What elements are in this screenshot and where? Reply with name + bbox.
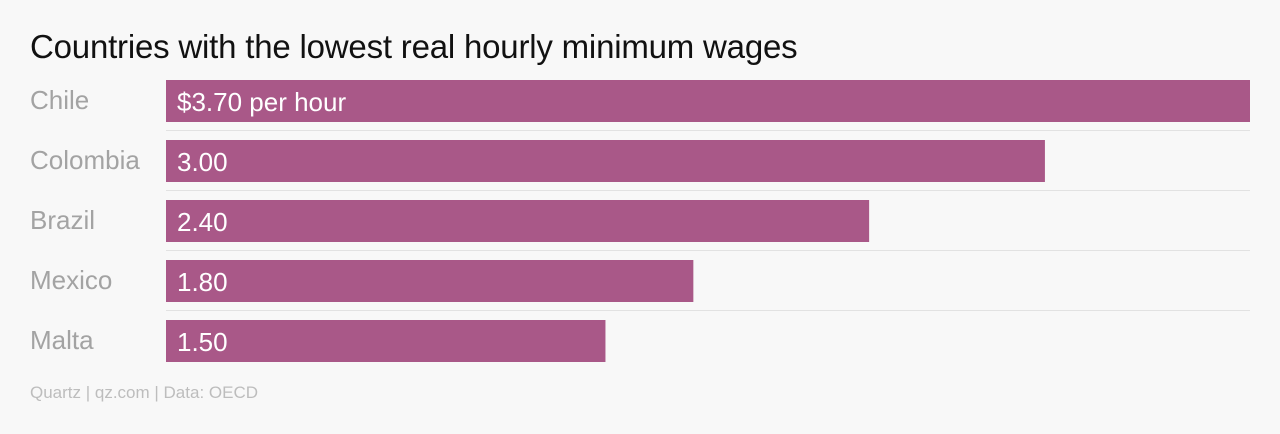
bar-value-label: 1.50 [177,327,228,357]
chart-title: Countries with the lowest real hourly mi… [30,28,798,65]
bar-value-label: 3.00 [177,147,228,177]
category-label: Brazil [30,205,95,235]
category-label: Mexico [30,265,112,295]
category-label: Chile [30,85,89,115]
bar-value-label: $3.70 per hour [177,87,346,117]
bar [166,200,870,242]
bar [166,80,1250,122]
category-label: Colombia [30,145,140,175]
bar [166,320,606,362]
bar-value-label: 1.80 [177,267,228,297]
bar [166,260,694,302]
source-note: Quartz | qz.com | Data: OECD [30,383,259,402]
category-label: Malta [30,325,94,355]
bar-value-label: 2.40 [177,207,228,237]
bar [166,140,1045,182]
